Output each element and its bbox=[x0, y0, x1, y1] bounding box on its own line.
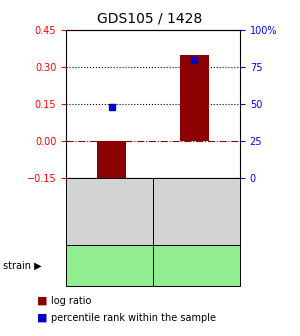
Text: GSM1004: GSM1004 bbox=[104, 187, 115, 237]
Text: GSM1005: GSM1005 bbox=[191, 187, 202, 237]
Text: percentile rank within the sample: percentile rank within the sample bbox=[51, 312, 216, 323]
Text: ■: ■ bbox=[37, 296, 47, 306]
Bar bbox=[180, 55, 209, 141]
Text: ■: ■ bbox=[37, 312, 47, 323]
Text: GDS105 / 1428: GDS105 / 1428 bbox=[98, 12, 202, 26]
Text: swi2 deletion: swi2 deletion bbox=[167, 261, 226, 270]
Text: swi1 deletion: swi1 deletion bbox=[79, 261, 140, 270]
Bar bbox=[97, 141, 126, 180]
Text: log ratio: log ratio bbox=[51, 296, 92, 306]
Text: strain ▶: strain ▶ bbox=[3, 260, 42, 270]
